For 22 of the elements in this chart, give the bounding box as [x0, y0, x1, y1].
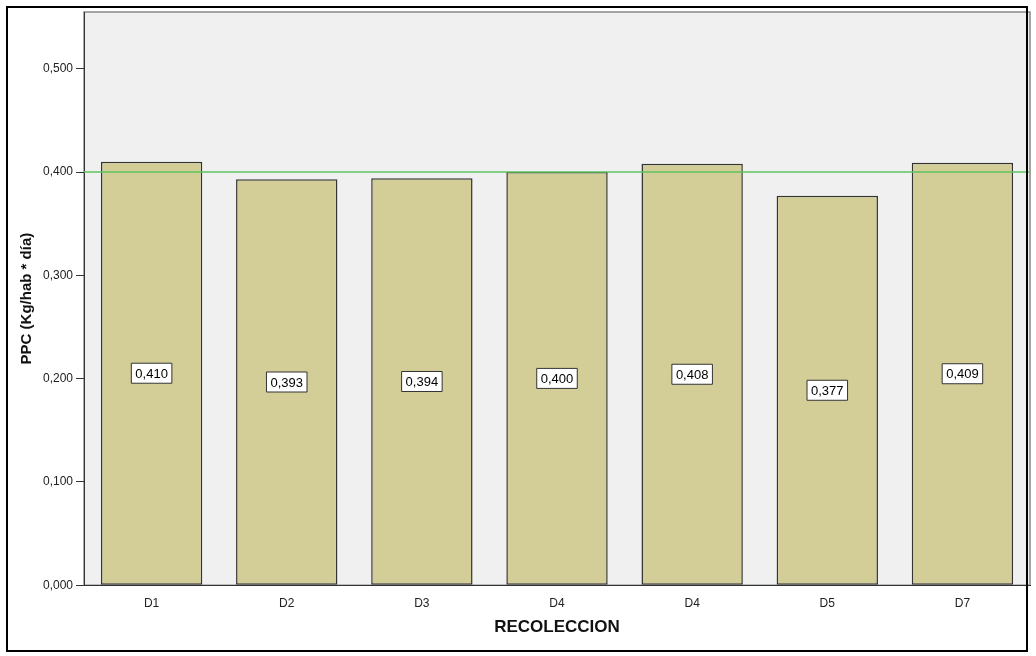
x-tick-label: D7 [954, 595, 971, 610]
data-label: 0,377 [811, 382, 844, 398]
x-tick-label: D5 [819, 595, 836, 610]
data-label: 0,393 [270, 374, 304, 390]
data-label: 0,408 [675, 366, 709, 382]
x-tick-label: D2 [279, 595, 295, 610]
data-label: 0,394 [405, 374, 439, 390]
y-tick-label: 0,000 [43, 577, 74, 592]
x-tick-label: D1 [143, 595, 160, 610]
y-axis-title: PPC (Kg/hab * día) [17, 232, 35, 365]
y-tick-label: 0,400 [43, 164, 74, 179]
y-tick-label: 0,100 [43, 474, 74, 489]
x-axis-title: RECOLECCION [494, 617, 620, 637]
data-label: 0,409 [946, 366, 979, 382]
y-tick-label: 0,500 [43, 61, 74, 76]
data-label: 0,410 [135, 365, 168, 381]
data-label: 0,400 [540, 370, 574, 386]
x-tick-label: D4 [684, 595, 701, 610]
x-tick-label: D3 [414, 595, 430, 610]
y-tick-label: 0,300 [43, 267, 74, 282]
x-tick-label: D4 [549, 595, 566, 610]
y-tick-label: 0,200 [43, 370, 74, 385]
